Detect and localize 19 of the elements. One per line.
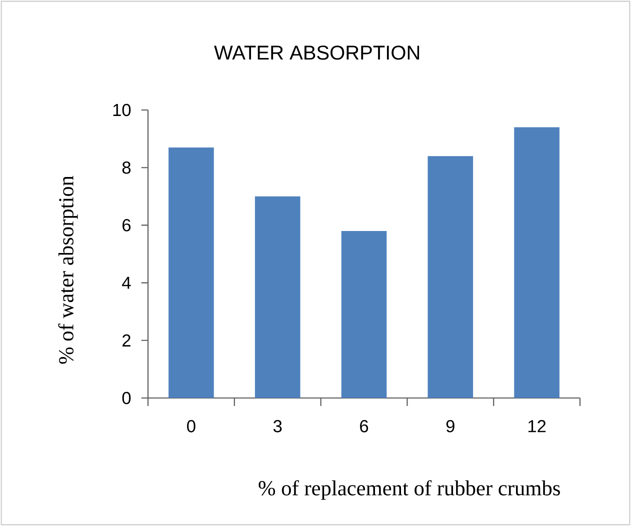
y-tick-label: 6 <box>122 219 131 232</box>
bar <box>168 147 214 398</box>
y-tick-label: 8 <box>122 161 131 174</box>
x-tick-label: 3 <box>273 420 282 432</box>
y-tick-label: 2 <box>122 334 130 346</box>
bar <box>341 230 387 398</box>
bar <box>428 156 474 398</box>
x-tick-label: 0 <box>187 420 196 432</box>
y-tick-label: 0 <box>122 392 131 404</box>
x-tick-label: 12 <box>528 420 546 432</box>
x-tick-label: 6 <box>360 420 368 432</box>
y-axis-title: % of water absorption <box>58 176 78 364</box>
bar <box>254 196 300 398</box>
x-tick-label: 9 <box>446 420 454 432</box>
chart-title: WATER ABSORPTION <box>214 46 420 60</box>
y-tick-label: 10 <box>113 104 131 116</box>
y-tick-label: 4 <box>122 276 131 289</box>
bar <box>514 127 560 398</box>
x-axis-title: % of replacement of rubber crumbs <box>258 480 560 500</box>
